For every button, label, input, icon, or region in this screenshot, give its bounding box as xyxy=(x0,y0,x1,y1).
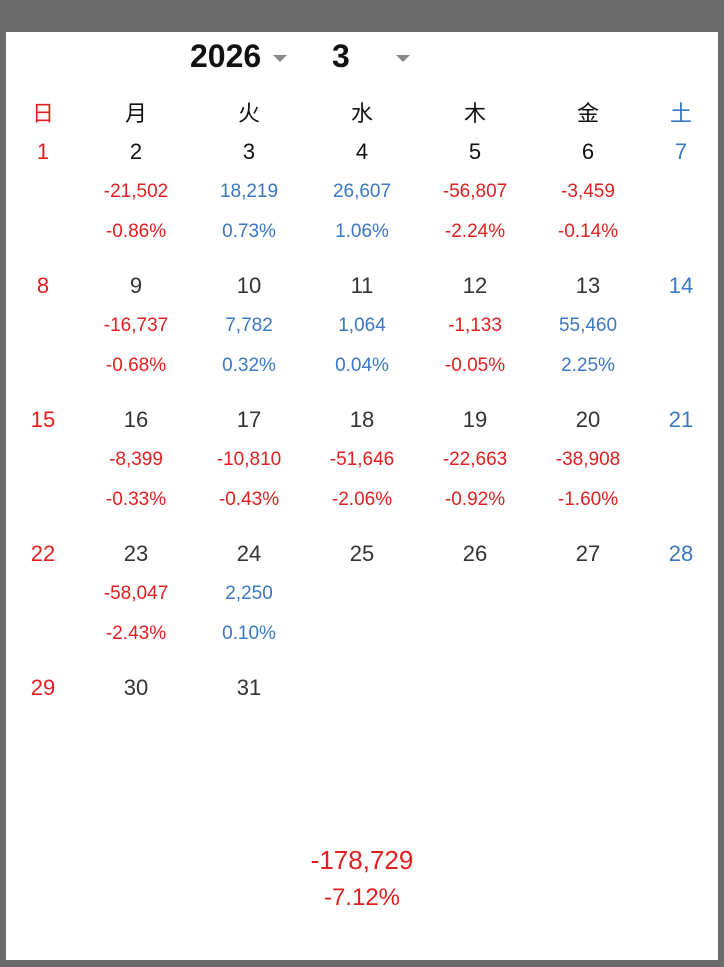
day-number[interactable]: 6 xyxy=(581,139,595,164)
day-number[interactable]: 11 xyxy=(350,273,374,298)
day-number[interactable]: 2 xyxy=(129,139,143,164)
day-change-value: -3,459 xyxy=(561,181,615,202)
day-number[interactable]: 19 xyxy=(462,407,488,432)
weekday-wed: 水 xyxy=(350,101,373,126)
weekday-sat: 土 xyxy=(669,101,692,126)
day-change-value: 2,250 xyxy=(225,583,273,604)
day-change-percent: -0.33% xyxy=(105,489,167,510)
day-number[interactable]: 15 xyxy=(30,407,56,432)
month-select[interactable]: 3 xyxy=(332,36,410,76)
day-change-percent: -2.24% xyxy=(444,221,506,242)
chevron-down-icon xyxy=(273,54,288,62)
summary-total: -178,729 xyxy=(310,845,414,875)
weekday-header-row: 日 月 火 水 木 金 土 xyxy=(6,94,718,134)
day-number[interactable]: 21 xyxy=(668,407,694,432)
summary-percent: -7.12% xyxy=(323,884,401,911)
day-change-value: -10,810 xyxy=(216,449,282,470)
day-number[interactable]: 22 xyxy=(30,541,56,566)
calendar-header: 2026 3 xyxy=(6,32,718,92)
day-change-percent: -0.43% xyxy=(218,489,280,510)
calendar-grid: 日 月 火 水 木 金 土 1 2 -21,502 -0.86% 3 18,219 0.73… xyxy=(6,94,718,804)
weekday-thu: 木 xyxy=(463,101,486,126)
day-change-value: -21,502 xyxy=(103,181,169,202)
day-number[interactable]: 27 xyxy=(575,541,601,566)
week-row: 1 2 -21,502 -0.86% 3 18,219 0.73% 4 26,607 1.06% 5… xyxy=(6,134,718,268)
day-change-percent: -0.68% xyxy=(105,355,167,376)
day-number[interactable]: 3 xyxy=(242,139,256,164)
day-change-percent: 1.06% xyxy=(335,221,389,242)
day-change-value: 7,782 xyxy=(225,315,273,336)
day-number[interactable]: 10 xyxy=(236,273,262,298)
calendar-panel: 2026 3 日 月 火 水 木 金 土 1 2 -21,502 -0.86% 3 18,… xyxy=(6,32,718,960)
day-change-value: -8,399 xyxy=(109,449,163,470)
week-row: 29 30 31 xyxy=(6,670,718,804)
week-row: 8 9 -16,737 -0.68% 10 7,782 0.32% 11 1,064 0.04% 1… xyxy=(6,268,718,402)
day-number[interactable]: 29 xyxy=(30,675,56,700)
chevron-down-icon xyxy=(395,54,410,62)
day-number[interactable]: 31 xyxy=(236,675,262,700)
day-number[interactable]: 28 xyxy=(668,541,694,566)
day-change-percent: -2.06% xyxy=(331,489,393,510)
day-change-percent: 0.04% xyxy=(335,355,389,376)
day-number[interactable]: 17 xyxy=(236,407,262,432)
day-number[interactable]: 5 xyxy=(468,139,482,164)
weekday-fri: 金 xyxy=(576,101,599,126)
month-value: 3 xyxy=(332,38,350,74)
day-change-value: -56,807 xyxy=(442,181,508,202)
week-row: 22 23 -58,047 -2.43% 24 2,250 0.10% 25 26 27 28 xyxy=(6,536,718,670)
day-number[interactable]: 14 xyxy=(668,273,694,298)
day-number[interactable]: 25 xyxy=(349,541,375,566)
week-row: 15 16 -8,399 -0.33% 17 -10,810 -0.43% 18 -51,646… xyxy=(6,402,718,536)
day-change-percent: -0.05% xyxy=(444,355,506,376)
day-change-value: -51,646 xyxy=(329,449,395,470)
day-change-percent: -0.92% xyxy=(444,489,506,510)
day-change-percent: 0.10% xyxy=(222,623,276,644)
day-number[interactable]: 23 xyxy=(123,541,149,566)
day-number[interactable]: 13 xyxy=(575,273,601,298)
day-change-percent: 2.25% xyxy=(561,355,615,376)
year-value: 2026 xyxy=(190,38,262,74)
day-change-percent: -1.60% xyxy=(557,489,619,510)
day-change-value: -22,663 xyxy=(442,449,508,470)
day-number[interactable]: 24 xyxy=(236,541,262,566)
day-number[interactable]: 18 xyxy=(349,407,375,432)
day-change-value: 26,607 xyxy=(332,181,392,202)
day-number[interactable]: 16 xyxy=(123,407,149,432)
day-number[interactable]: 4 xyxy=(355,139,369,164)
day-change-value: -16,737 xyxy=(103,315,169,336)
day-change-value: 18,219 xyxy=(219,181,279,202)
day-change-percent: -0.14% xyxy=(557,221,619,242)
year-select[interactable]: 2026 xyxy=(190,36,288,76)
day-number[interactable]: 7 xyxy=(674,139,688,164)
day-change-value: 1,064 xyxy=(338,315,386,336)
weeks-container: 1 2 -21,502 -0.86% 3 18,219 0.73% 4 26,607 1.06% 5… xyxy=(6,134,718,804)
day-change-percent: -2.43% xyxy=(105,623,167,644)
weekday-sun: 日 xyxy=(31,101,54,126)
weekday-tue: 火 xyxy=(237,101,260,126)
day-change-value: -58,047 xyxy=(103,583,169,604)
day-change-value: -38,908 xyxy=(555,449,621,470)
day-change-percent: 0.32% xyxy=(222,355,276,376)
day-number[interactable]: 26 xyxy=(462,541,488,566)
weekday-mon: 月 xyxy=(124,101,147,126)
day-number[interactable]: 9 xyxy=(129,273,143,298)
day-number[interactable]: 12 xyxy=(462,273,488,298)
day-change-value: 55,460 xyxy=(558,315,618,336)
day-number[interactable]: 20 xyxy=(575,407,601,432)
day-change-value: -1,133 xyxy=(448,315,502,336)
day-number[interactable]: 8 xyxy=(36,273,50,298)
day-number[interactable]: 30 xyxy=(123,675,149,700)
day-change-percent: -0.86% xyxy=(105,221,167,242)
month-summary: -178,729 -7.12% xyxy=(6,840,718,916)
day-number[interactable]: 1 xyxy=(36,139,50,164)
day-change-percent: 0.73% xyxy=(222,221,276,242)
